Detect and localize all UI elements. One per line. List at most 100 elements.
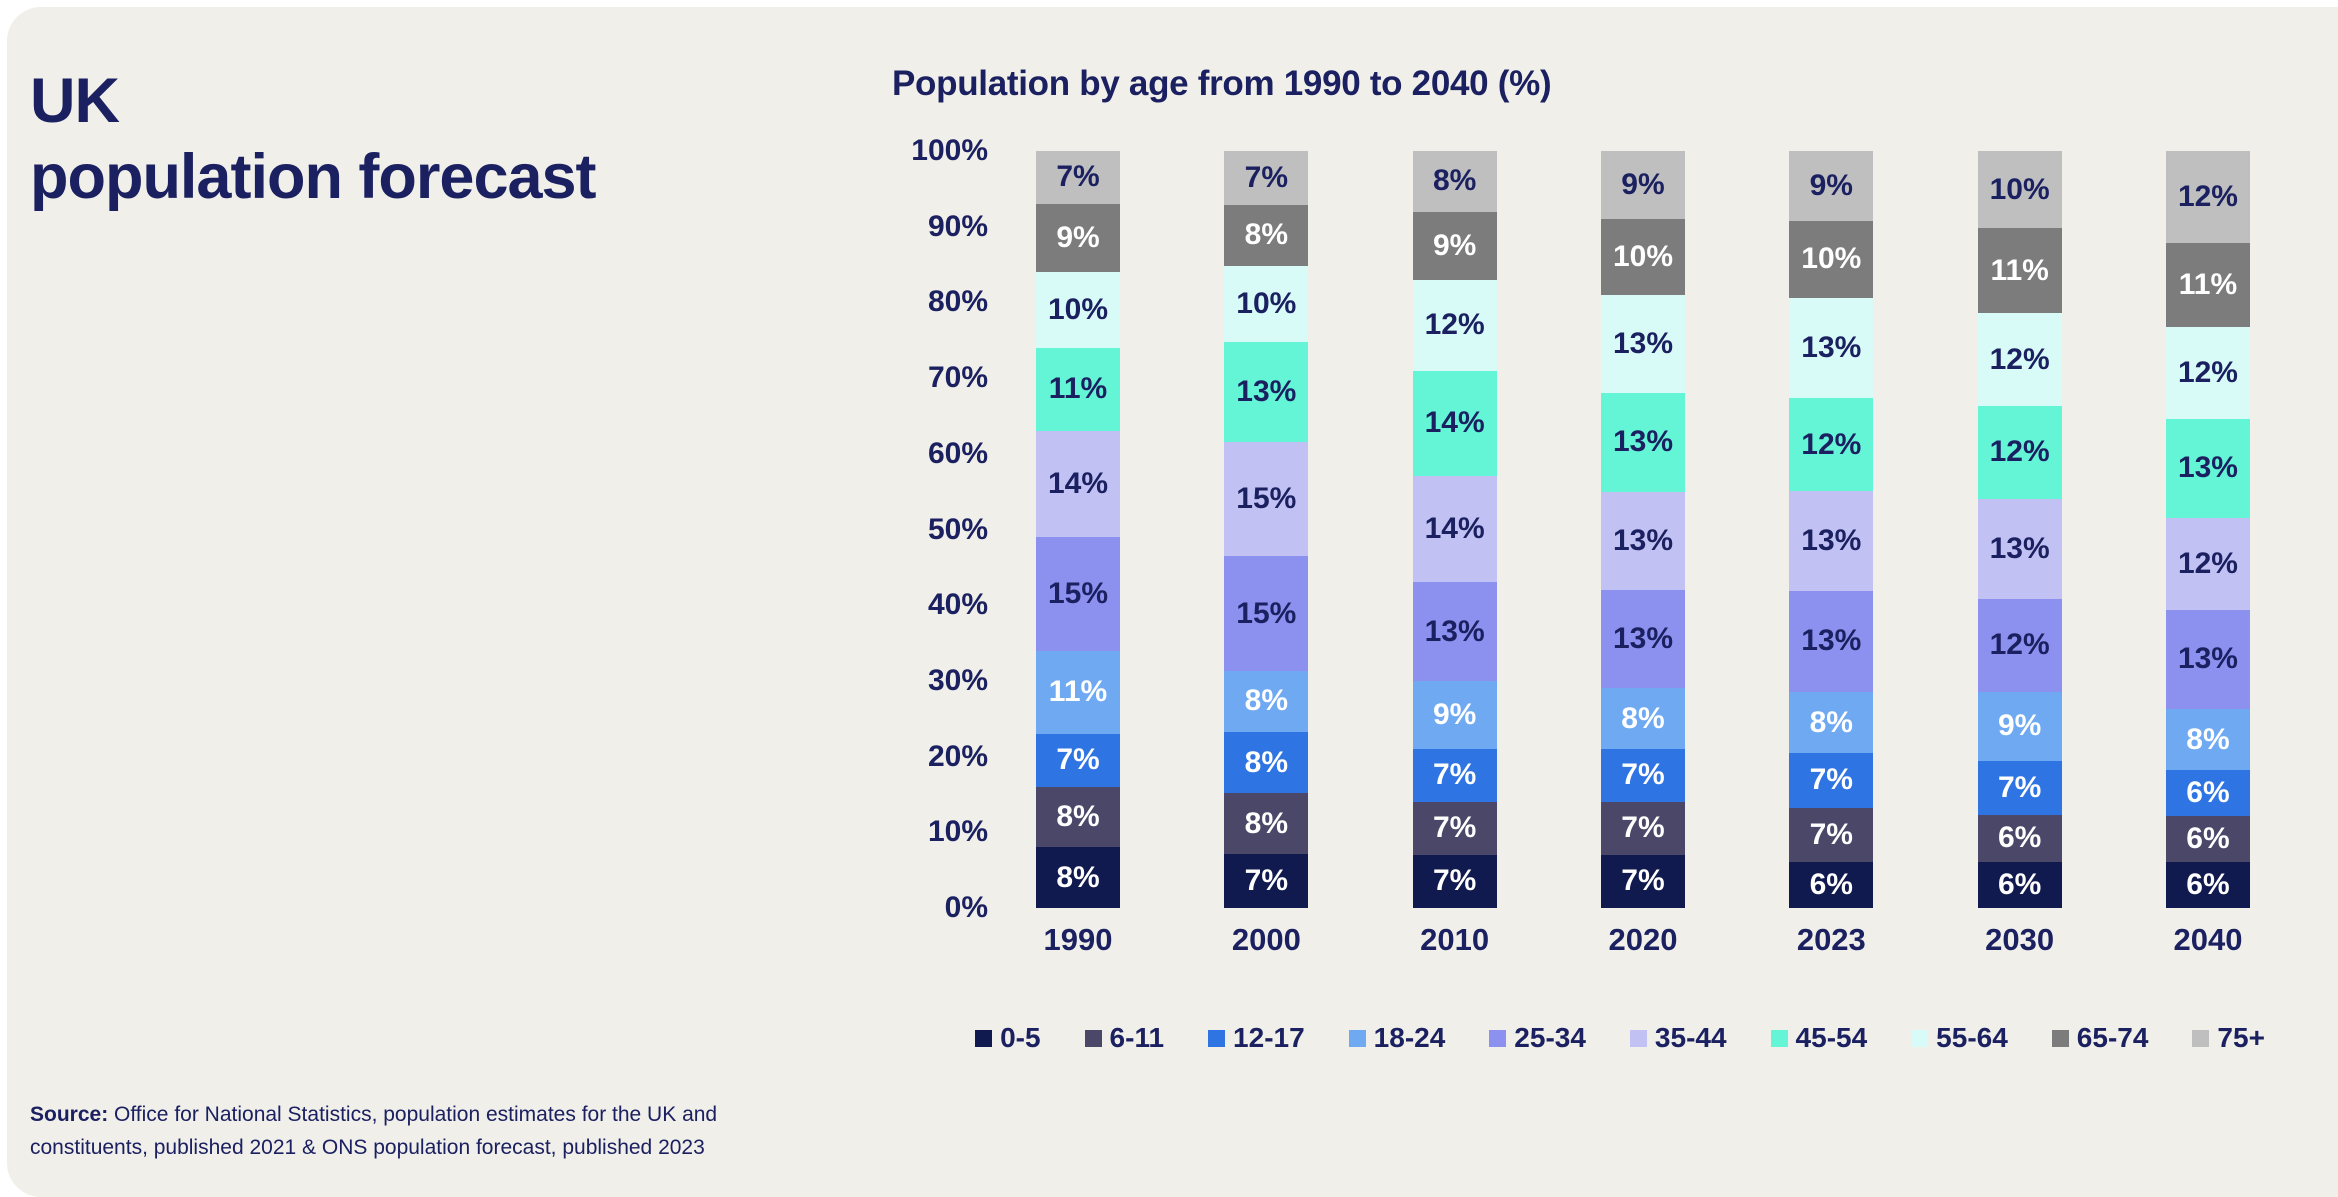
segment-65-74-2030: 11% bbox=[1977, 228, 2062, 314]
segment-0-5-2023: 6% bbox=[1789, 861, 1874, 908]
segment-18-24-2030: 9% bbox=[1977, 691, 2062, 762]
segment-75+-2020: 9% bbox=[1600, 151, 1685, 220]
chart-title: Population by age from 1990 to 2040 (%) bbox=[892, 64, 1552, 103]
y-axis-label: 40% bbox=[927, 588, 988, 622]
legend-label: 6-11 bbox=[1109, 1022, 1165, 1053]
segment-12-17-2000: 8% bbox=[1224, 732, 1309, 794]
bars: 7% 9% 10% 11% 14% 15% 11% 7% 8% 8% 1990 7% 8% 10% 13% 1… bbox=[1036, 151, 2250, 957]
segment-0-5-2010: 7% bbox=[1412, 854, 1497, 908]
segment-0-5-2030: 6% bbox=[1977, 861, 2062, 908]
segment-35-44-2020: 13% bbox=[1600, 491, 1685, 591]
segment-65-74-2020: 10% bbox=[1600, 219, 1685, 295]
legend-item-0-5: 0-5 bbox=[975, 1022, 1041, 1054]
legend-label: 45-54 bbox=[1795, 1022, 1868, 1053]
segment-35-44-2000: 15% bbox=[1224, 441, 1309, 557]
legend-item-75+: 75+ bbox=[2192, 1022, 2265, 1054]
x-axis-label-1990: 1990 bbox=[1043, 922, 1113, 957]
segment-12-17-2010: 7% bbox=[1412, 748, 1497, 802]
legend-swatch-55-64 bbox=[1911, 1029, 1929, 1047]
legend-label: 55-64 bbox=[1936, 1022, 2008, 1053]
segment-75+-2023: 9% bbox=[1789, 151, 1874, 221]
legend-label: 25-34 bbox=[1514, 1022, 1586, 1053]
segment-35-44-2040: 12% bbox=[2165, 518, 2250, 610]
legend-item-45-54: 45-54 bbox=[1770, 1022, 1868, 1054]
legend-item-65-74: 65-74 bbox=[2051, 1022, 2148, 1054]
legend-item-12-17: 12-17 bbox=[1208, 1022, 1305, 1054]
bar-stack-2030: 10% 11% 12% 12% 13% 12% 9% 7% 6% 6% bbox=[1977, 151, 2062, 908]
legend-swatch-25-34 bbox=[1489, 1029, 1507, 1047]
legend-label: 12-17 bbox=[1233, 1022, 1305, 1053]
segment-45-54-2020: 13% bbox=[1600, 393, 1685, 492]
y-axis-label: 0% bbox=[944, 891, 988, 924]
segment-6-11-2023: 7% bbox=[1789, 807, 1874, 862]
segment-35-44-2023: 13% bbox=[1789, 490, 1874, 592]
bar-stack-1990: 7% 9% 10% 11% 14% 15% 11% 7% 8% 8% bbox=[1036, 151, 1120, 908]
segment-45-54-2040: 13% bbox=[2165, 418, 2250, 518]
y-axis-label: 80% bbox=[927, 285, 988, 319]
segment-12-17-2040: 6% bbox=[2165, 770, 2250, 817]
segment-35-44-2030: 13% bbox=[1977, 498, 2062, 599]
legend-swatch-65-74 bbox=[2051, 1029, 2069, 1047]
bar-1990: 7% 9% 10% 11% 14% 15% 11% 7% 8% 8% 1990 bbox=[1036, 151, 1120, 957]
segment-55-64-2010: 12% bbox=[1412, 279, 1497, 371]
segment-35-44-1990: 14% bbox=[1036, 431, 1120, 538]
segment-6-11-2020: 7% bbox=[1600, 801, 1685, 855]
segment-55-64-2020: 13% bbox=[1600, 294, 1685, 394]
page-title: UK population forecast bbox=[30, 66, 597, 212]
legend-swatch-35-44 bbox=[1629, 1029, 1647, 1047]
segment-75+-2040: 12% bbox=[2165, 151, 2250, 243]
bar-2000: 7% 8% 10% 13% 15% 15% 8% 8% 8% 7% 2000 bbox=[1224, 151, 1309, 957]
segment-55-64-2023: 13% bbox=[1789, 297, 1874, 399]
y-axis: 100% 90% 80% 70% 60% 50% 40% 30% 20% 10% 0% bbox=[860, 134, 988, 924]
segment-65-74-2000: 8% bbox=[1224, 204, 1309, 266]
segment-6-11-2030: 6% bbox=[1977, 815, 2062, 862]
bar-stack-2040: 12% 11% 12% 13% 12% 13% 8% 6% 6% 6% bbox=[2165, 151, 2250, 908]
segment-25-34-2000: 15% bbox=[1224, 556, 1309, 671]
segment-6-11-2040: 6% bbox=[2165, 816, 2250, 863]
segment-45-54-2023: 12% bbox=[1789, 398, 1874, 491]
segment-0-5-2000: 7% bbox=[1224, 854, 1309, 908]
y-axis-label: 10% bbox=[927, 815, 988, 849]
segment-45-54-1990: 11% bbox=[1036, 347, 1120, 432]
segment-18-24-1990: 11% bbox=[1036, 650, 1120, 734]
segment-25-34-2020: 13% bbox=[1600, 590, 1685, 689]
y-axis-label: 90% bbox=[927, 209, 988, 243]
bar-2023: 9% 10% 13% 12% 13% 13% 8% 7% 7% 6% 2023 bbox=[1789, 151, 1874, 957]
segment-25-34-1990: 15% bbox=[1036, 537, 1120, 651]
x-axis-label-2040: 2040 bbox=[2173, 922, 2243, 957]
segment-25-34-2040: 13% bbox=[2165, 609, 2250, 710]
segment-55-64-2000: 10% bbox=[1224, 265, 1309, 343]
legend-swatch-75+ bbox=[2192, 1029, 2210, 1047]
legend-item-18-24: 18-24 bbox=[1348, 1022, 1445, 1054]
legend-label: 0-5 bbox=[1000, 1022, 1041, 1053]
segment-6-11-2000: 8% bbox=[1224, 793, 1309, 855]
segment-12-17-2030: 7% bbox=[1977, 761, 2062, 816]
source-text: Office for National Statistics, populati… bbox=[30, 1103, 718, 1159]
segment-45-54-2030: 12% bbox=[1977, 405, 2062, 499]
segment-0-5-2020: 7% bbox=[1600, 854, 1685, 908]
x-axis-label-2010: 2010 bbox=[1420, 922, 1490, 957]
segment-18-24-2010: 9% bbox=[1412, 680, 1497, 749]
segment-25-34-2023: 13% bbox=[1789, 591, 1874, 692]
segment-45-54-2000: 13% bbox=[1224, 342, 1309, 442]
bar-stack-2020: 9% 10% 13% 13% 13% 13% 8% 7% 7% 7% bbox=[1600, 151, 1685, 908]
segment-75+-2010: 8% bbox=[1412, 151, 1497, 212]
legend-swatch-45-54 bbox=[1770, 1029, 1788, 1047]
segment-25-34-2030: 12% bbox=[1977, 598, 2062, 692]
segment-65-74-2010: 9% bbox=[1412, 211, 1497, 280]
y-axis-label: 50% bbox=[927, 512, 988, 546]
y-axis-label: 70% bbox=[927, 361, 988, 395]
segment-65-74-2040: 11% bbox=[2165, 242, 2250, 327]
segment-12-17-1990: 7% bbox=[1036, 733, 1120, 787]
bar-2030: 10% 11% 12% 12% 13% 12% 9% 7% 6% 6% 2030 bbox=[1977, 151, 2062, 957]
segment-45-54-2010: 14% bbox=[1412, 370, 1497, 477]
segment-75+-2030: 10% bbox=[1977, 151, 2062, 229]
segment-18-24-2023: 8% bbox=[1789, 691, 1874, 754]
segment-65-74-2023: 10% bbox=[1789, 220, 1874, 298]
segment-18-24-2020: 8% bbox=[1600, 688, 1685, 749]
legend-item-25-34: 25-34 bbox=[1489, 1022, 1586, 1054]
segment-35-44-2010: 14% bbox=[1412, 476, 1497, 583]
x-axis-label-2030: 2030 bbox=[1985, 922, 2055, 957]
y-axis-label: 20% bbox=[927, 739, 988, 773]
segment-55-64-2040: 12% bbox=[2165, 326, 2250, 419]
